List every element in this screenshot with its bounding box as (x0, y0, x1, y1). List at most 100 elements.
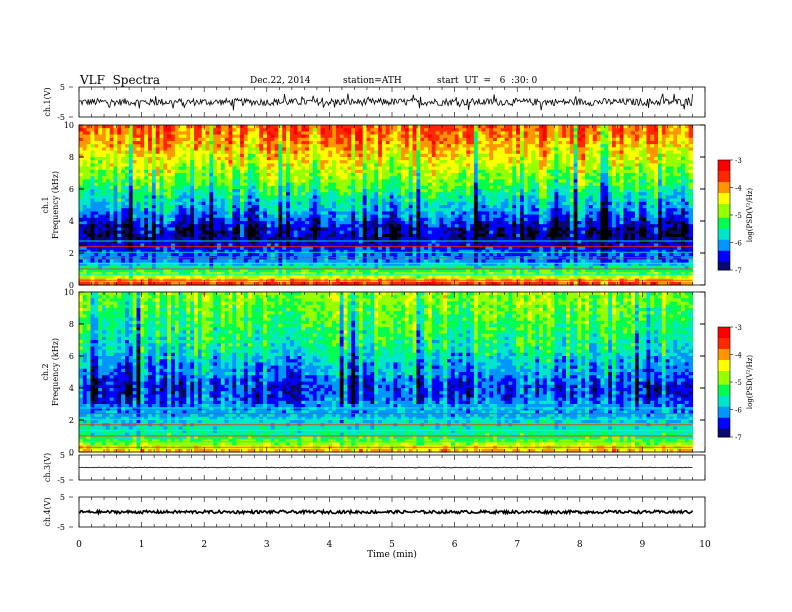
spectrogram-cell (412, 182, 418, 187)
spectrogram-cell (673, 125, 678, 129)
spectrogram-cell (489, 185, 494, 190)
spectrogram-cell (669, 176, 674, 180)
spectrogram-cell (508, 141, 513, 145)
spectrogram-cell (519, 163, 525, 168)
spectrogram-cell (243, 144, 249, 148)
spectrogram-cell (481, 192, 487, 196)
spectrogram-cell (519, 128, 525, 132)
spectrogram-cell (588, 160, 594, 164)
spectrogram-cell (293, 173, 299, 177)
spectrogram-cell (197, 166, 203, 171)
spectrogram-cell (627, 137, 632, 142)
spectrogram-cell (638, 137, 644, 142)
spectrogram-cell (86, 182, 92, 187)
spectrogram-cell (657, 173, 663, 177)
spectrogram-cell (604, 157, 609, 161)
spectrogram-cell (508, 173, 513, 177)
spectrogram-cell (516, 153, 521, 158)
spectrogram-cell (619, 179, 625, 184)
spectrogram-cell (121, 185, 126, 190)
spectrogram-cell (266, 144, 272, 148)
spectrogram-cell (527, 141, 533, 145)
spectrogram-cell (309, 169, 314, 174)
spectrogram-cell (209, 182, 214, 187)
spectrogram-cell (362, 185, 368, 190)
spectrogram-cell (289, 192, 295, 196)
spectrogram-cell (462, 160, 467, 164)
spectrogram-cell (627, 182, 632, 187)
spectrogram-cell (347, 179, 352, 184)
spectrogram-cell (412, 147, 418, 152)
spectrogram-cell (335, 163, 341, 168)
spectrogram-cell (259, 150, 264, 155)
spectrogram-cell (531, 134, 536, 139)
spectrogram-cell (98, 176, 103, 180)
spectrogram-cell (489, 147, 494, 152)
spectrogram-cell (255, 160, 260, 164)
spectrogram-cell (297, 179, 302, 184)
spectrogram-cell (309, 166, 314, 171)
spectrogram-cell (680, 189, 686, 193)
spectrogram-cell (427, 185, 433, 190)
spectrogram-cell (320, 163, 325, 168)
spectrogram-cell (554, 134, 559, 139)
spectrogram-cell (404, 134, 410, 139)
spectrogram-cell (688, 176, 694, 180)
spectrogram-cell (523, 153, 529, 158)
spectrogram-cell (389, 169, 394, 174)
spectrogram-cell (458, 179, 464, 184)
spectrogram-cell (638, 125, 644, 129)
spectrogram-cell (171, 147, 176, 152)
spectrogram-cell (615, 131, 621, 136)
spectrogram-cell (378, 192, 383, 196)
spectrogram-cell (619, 192, 625, 196)
spectrogram-cell (489, 153, 494, 158)
spectrogram-cell (209, 134, 214, 139)
spectrogram-cell (228, 166, 233, 171)
spectrogram-cell (661, 176, 667, 180)
spectrogram-cell (631, 141, 636, 145)
spectrogram-cell (454, 179, 460, 184)
spectrogram-cell (519, 185, 525, 190)
spectrogram-cell (604, 128, 609, 132)
spectrogram-cell (274, 166, 279, 171)
spectrogram-cell (90, 176, 95, 180)
spectrogram-cell (611, 189, 617, 193)
spectrogram-cell (243, 150, 249, 155)
spectrogram-cell (370, 160, 375, 164)
spectrogram-cell (581, 141, 586, 145)
spectrogram-cell (286, 141, 291, 145)
spectrogram-cell (182, 163, 187, 168)
spectrogram-cell (634, 144, 640, 148)
spectrogram-cell (351, 153, 356, 158)
spectrogram-cell (654, 157, 659, 161)
spectrogram-cell (148, 134, 153, 139)
spectrogram-cell (186, 173, 191, 177)
spectrogram-cell (669, 185, 674, 190)
spectrogram-cell (174, 134, 180, 139)
spectrogram-cell (205, 179, 210, 184)
spectrogram-cell (232, 189, 237, 193)
spectrogram-cell (420, 153, 425, 158)
spectrogram-cell (232, 153, 237, 158)
spectrogram-cell (439, 169, 444, 174)
spectrogram-cell (404, 160, 410, 164)
spectrogram-cell (86, 131, 92, 136)
spectrogram-cell (205, 166, 210, 171)
spectrogram-cell (558, 166, 563, 171)
spectrogram-cell (320, 147, 325, 152)
spectrogram-cell (673, 173, 678, 177)
spectrogram-cell (673, 134, 678, 139)
spectrogram-cell (332, 150, 337, 155)
spectrogram-cell (358, 131, 364, 136)
spectrogram-cell (619, 153, 625, 158)
spectrogram-cell (600, 192, 605, 196)
spectrogram-cell (431, 185, 437, 190)
spectrogram-cell (240, 137, 245, 142)
spectrogram-cell (247, 144, 253, 148)
spectrogram-cell (619, 160, 625, 164)
spectrogram-cell (79, 137, 84, 142)
spectrogram-cell (105, 163, 111, 168)
spectrogram-cell (585, 173, 590, 177)
spectrogram-cell (374, 179, 379, 184)
